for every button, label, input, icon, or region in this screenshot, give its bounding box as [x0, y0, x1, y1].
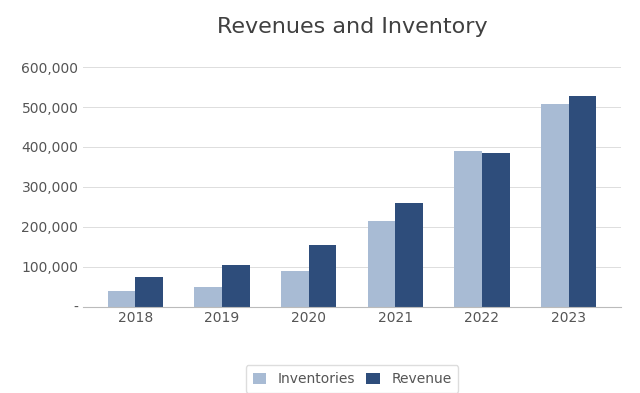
Bar — [108, 290, 136, 307]
Legend: Inventories, Revenue: Inventories, Revenue — [246, 365, 458, 393]
Bar — [454, 151, 482, 307]
Bar — [281, 272, 308, 307]
Bar — [482, 153, 509, 307]
Bar — [396, 203, 423, 307]
Bar — [136, 277, 163, 307]
Bar — [541, 104, 568, 307]
Bar — [222, 264, 250, 307]
Title: Revenues and Inventory: Revenues and Inventory — [217, 17, 487, 37]
Bar — [367, 221, 396, 307]
Bar — [308, 245, 337, 307]
Bar — [195, 286, 222, 307]
Bar — [568, 96, 596, 307]
